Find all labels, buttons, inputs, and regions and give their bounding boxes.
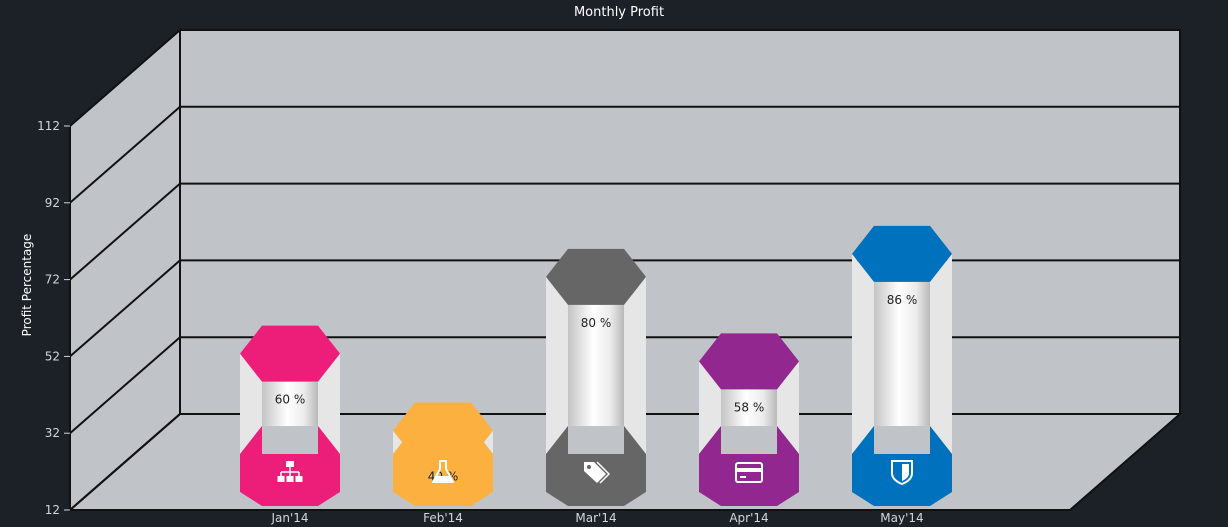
- bar-top-cap: [852, 225, 952, 282]
- y-tick-label: 32: [45, 426, 60, 440]
- x-tick-label: Feb'14: [423, 511, 463, 525]
- bar-base-left-shoulder: [852, 426, 874, 482]
- bar-top-cap: [240, 325, 340, 382]
- back-wall: [179, 29, 1181, 415]
- bar-2: 40 %: [393, 402, 493, 506]
- bar-inner-cylinder: [568, 304, 624, 426]
- flask-icon: [432, 460, 454, 483]
- bar-base-right-shoulder: [930, 426, 952, 482]
- x-tick-label: May'14: [880, 511, 923, 525]
- bar-3: 80 %: [546, 248, 646, 506]
- x-tick-label: Mar'14: [575, 511, 616, 525]
- x-tick-label: Apr'14: [729, 511, 768, 525]
- bar-inner-cylinder: [721, 389, 777, 426]
- bar-1: 60 %: [240, 325, 340, 506]
- shield-icon: [891, 460, 913, 486]
- bar-base-right-shoulder: [624, 426, 646, 482]
- bar-4: 58 %: [699, 333, 799, 506]
- bar-inner-cylinder: [262, 381, 318, 426]
- gridline-side: [69, 259, 181, 358]
- y-axis-label: Profit Percentage: [20, 234, 34, 337]
- data-label: 80 %: [581, 316, 612, 330]
- sitemap-icon: [277, 461, 303, 482]
- gridline-side: [69, 182, 181, 281]
- bar-base-left-shoulder: [240, 426, 262, 482]
- y-tick-label: 12: [45, 503, 60, 517]
- bar-inner-cylinder: [874, 281, 930, 426]
- y-tick-label: 112: [37, 119, 60, 133]
- bar-base-right-shoulder: [318, 426, 340, 482]
- y-tick-label: 52: [45, 349, 60, 363]
- y-tick-label: 92: [45, 196, 60, 210]
- gridline-side: [69, 336, 181, 434]
- bar-base-right-shoulder: [471, 426, 493, 482]
- data-label: 86 %: [887, 293, 918, 307]
- data-label: 58 %: [734, 400, 765, 414]
- bar-base-right-shoulder: [777, 426, 799, 482]
- tags-icon: [584, 461, 611, 484]
- data-label: 60 %: [275, 393, 306, 407]
- bar-top-cap: [699, 333, 799, 390]
- bar-base-left-shoulder: [699, 426, 721, 482]
- bar-base-left-shoulder: [393, 426, 415, 482]
- credit-card-icon: [735, 462, 763, 483]
- x-tick-label: Jan'14: [270, 511, 308, 525]
- bar-top-cap: [393, 402, 493, 459]
- y-tick-label: 72: [45, 273, 60, 287]
- bar-base-front: [721, 454, 777, 506]
- gridline-side: [69, 106, 181, 204]
- bar-5: 86 %: [852, 225, 952, 506]
- bar-base-left-shoulder: [546, 426, 568, 482]
- chart-title: Monthly Profit: [574, 5, 664, 20]
- bar-top-cap: [546, 248, 646, 305]
